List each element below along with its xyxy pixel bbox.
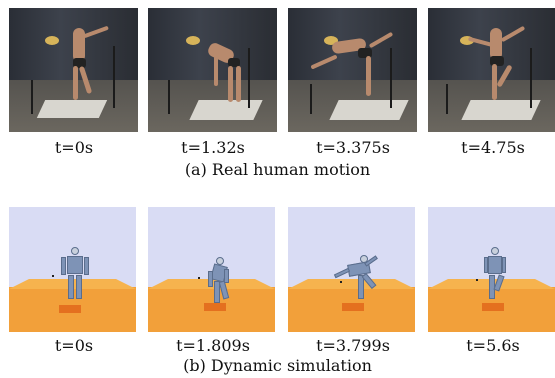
real-frame-1-time: t=0s [54, 138, 94, 157]
sim-frame-2-time: t=1.809s [176, 336, 250, 355]
real-frame-3-time: t=3.375s [316, 138, 390, 157]
simulation-frame-1 [9, 207, 136, 332]
simulation-frame-3 [288, 207, 415, 332]
simulation-frame-4 [428, 207, 555, 332]
real-frame-4-time: t=4.75s [461, 138, 525, 157]
real-frame-2-time: t=1.32s [181, 138, 245, 157]
real-motion-frame-2 [148, 8, 277, 132]
sim-frame-4-time: t=5.6s [466, 336, 520, 355]
real-motion-frame-4 [428, 8, 555, 132]
sim-frame-1-time: t=0s [54, 336, 94, 355]
sim-frame-3-time: t=3.799s [316, 336, 390, 355]
real-motion-frame-1 [9, 8, 138, 132]
real-motion-caption: (a) Real human motion [184, 160, 371, 179]
simulation-frame-2 [148, 207, 275, 332]
real-motion-frame-3 [288, 8, 417, 132]
simulation-caption: (b) Dynamic simulation [183, 356, 372, 375]
